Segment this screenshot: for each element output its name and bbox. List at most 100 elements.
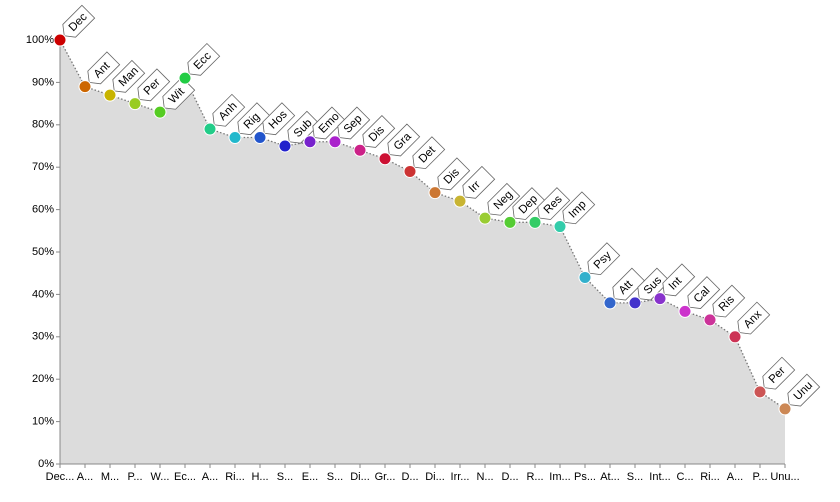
x-tick-label: P... bbox=[752, 471, 767, 483]
label-box bbox=[337, 106, 371, 140]
point bbox=[628, 296, 642, 310]
x-tick-label: E... bbox=[302, 471, 319, 483]
point bbox=[578, 270, 592, 284]
y-tick-label: 0% bbox=[38, 458, 54, 470]
label-box bbox=[612, 267, 646, 301]
point-label: Sub bbox=[287, 110, 321, 144]
point-label: Hos bbox=[262, 102, 296, 136]
point bbox=[53, 33, 67, 47]
label-box bbox=[162, 76, 196, 110]
x-tick-label: H... bbox=[251, 471, 268, 483]
point bbox=[78, 80, 92, 94]
label-box bbox=[787, 373, 821, 407]
y-tick-label: 40% bbox=[32, 288, 54, 300]
label-box bbox=[62, 4, 96, 38]
x-tick-label: At... bbox=[600, 471, 620, 483]
point-label: Cal bbox=[687, 276, 721, 309]
y-tick-label: 30% bbox=[32, 331, 54, 343]
point bbox=[403, 164, 417, 178]
x-tick-label: Dec... bbox=[46, 471, 75, 483]
point bbox=[328, 135, 342, 149]
label-box bbox=[637, 267, 671, 301]
point bbox=[603, 296, 617, 310]
point bbox=[428, 186, 442, 200]
x-tick-label: C... bbox=[676, 471, 693, 483]
x-tick-label: P... bbox=[127, 471, 142, 483]
point-label: Imp bbox=[562, 191, 596, 225]
point-label: Irr bbox=[462, 165, 496, 199]
point bbox=[103, 88, 117, 102]
x-tick-label: Gr... bbox=[375, 471, 396, 483]
y-tick-label: 100% bbox=[26, 34, 54, 46]
point-label: Ant bbox=[87, 51, 121, 85]
point-label: Anx bbox=[737, 301, 771, 335]
label-box bbox=[687, 276, 721, 309]
point-label: Dec bbox=[62, 4, 96, 38]
point bbox=[303, 135, 317, 149]
point-label: Neg bbox=[487, 182, 521, 216]
x-tick-label: S... bbox=[627, 471, 644, 483]
point-label: Psy bbox=[587, 242, 621, 276]
point bbox=[778, 402, 792, 416]
point bbox=[653, 292, 667, 306]
y-tick-label: 50% bbox=[32, 246, 54, 258]
label-box bbox=[137, 68, 171, 102]
x-tick-label: Ri... bbox=[225, 471, 245, 483]
y-tick-label: 10% bbox=[32, 416, 54, 428]
point-label: Wit bbox=[162, 76, 196, 110]
y-tick-label: 20% bbox=[32, 373, 54, 385]
y-tick-label: 70% bbox=[32, 161, 54, 173]
point bbox=[378, 152, 392, 166]
point bbox=[728, 330, 742, 344]
point-label: Per bbox=[137, 68, 171, 102]
point bbox=[353, 143, 367, 157]
x-tick-label: R... bbox=[526, 471, 543, 483]
label-box bbox=[537, 187, 571, 220]
point bbox=[453, 194, 467, 208]
point bbox=[228, 131, 242, 145]
point-label: Att bbox=[612, 267, 646, 301]
x-tick-label: Irr... bbox=[451, 471, 470, 483]
point bbox=[253, 131, 267, 145]
point-label: Per bbox=[762, 356, 796, 390]
label-box bbox=[437, 157, 471, 191]
label-box bbox=[562, 191, 596, 225]
point-label: Sep bbox=[337, 106, 371, 140]
point-label: Dis bbox=[437, 157, 471, 191]
x-tick-label: Int... bbox=[649, 471, 670, 483]
point bbox=[528, 215, 542, 229]
label-box bbox=[712, 284, 746, 318]
y-tick-label: 80% bbox=[32, 119, 54, 131]
point-label: Sus bbox=[637, 267, 671, 301]
label-box bbox=[662, 263, 696, 297]
label-box bbox=[737, 301, 771, 335]
x-tick-label: Im... bbox=[549, 471, 570, 483]
point-label: Rig bbox=[237, 102, 271, 136]
point bbox=[153, 105, 167, 119]
point bbox=[503, 215, 517, 229]
point-label: Ris bbox=[712, 284, 746, 318]
point-label: Det bbox=[412, 136, 446, 170]
label-box bbox=[212, 93, 246, 127]
label-box bbox=[187, 42, 221, 76]
x-tick-label: Unu... bbox=[770, 471, 799, 483]
x-tick-label: Ps... bbox=[574, 471, 596, 483]
label-box bbox=[237, 102, 271, 136]
x-tick-label: Di... bbox=[425, 471, 445, 483]
x-tick-label: A... bbox=[727, 471, 744, 483]
point bbox=[678, 304, 692, 318]
x-tick-label: A... bbox=[77, 471, 94, 483]
point-label: Anh bbox=[212, 93, 246, 127]
x-tick-label: S... bbox=[277, 471, 294, 483]
label-box bbox=[762, 356, 796, 390]
x-tick-label: N... bbox=[476, 471, 493, 483]
point bbox=[703, 313, 717, 327]
label-box bbox=[87, 51, 121, 85]
label-box bbox=[412, 136, 446, 170]
label-box bbox=[462, 165, 496, 199]
label-box bbox=[512, 187, 546, 220]
point bbox=[753, 385, 767, 399]
point bbox=[178, 71, 192, 85]
x-tick-label: D... bbox=[501, 471, 518, 483]
label-box bbox=[112, 59, 146, 93]
